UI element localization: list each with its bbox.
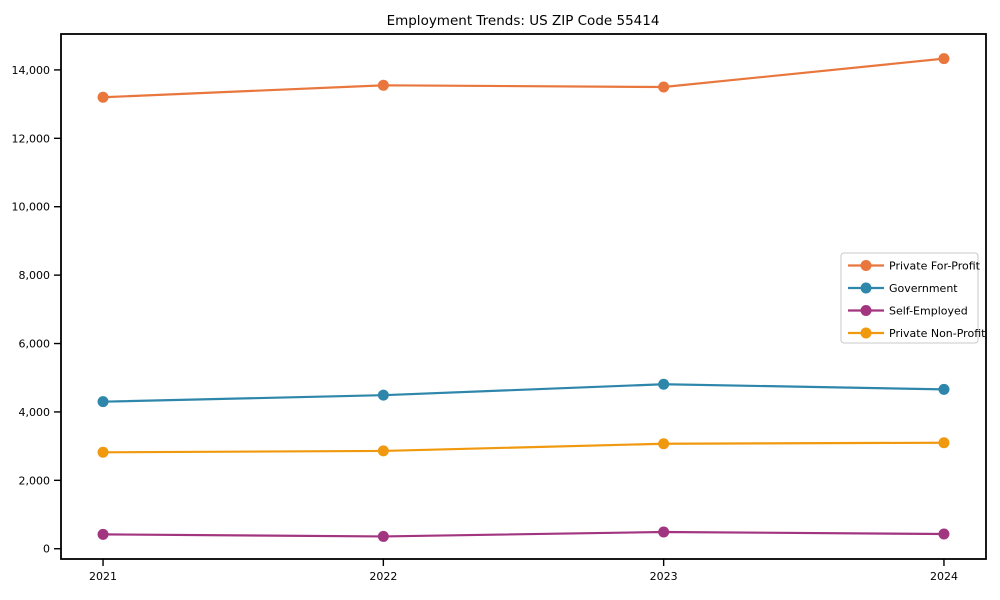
legend-swatch-marker (860, 327, 872, 339)
x-axis-tick-label: 2021 (89, 570, 117, 583)
data-point-marker (658, 378, 670, 390)
data-point-marker (658, 526, 670, 538)
series-line-private-for-profit (101, 57, 946, 99)
series-line-private-non-profit (101, 441, 946, 454)
chart-title: Employment Trends: US ZIP Code 55414 (387, 13, 660, 29)
legend-swatch-marker (860, 260, 872, 271)
data-point-marker (97, 528, 109, 540)
data-point-marker (97, 91, 109, 103)
x-axis-tick-label: 2023 (650, 570, 678, 583)
y-axis-tick-label: 10,000 (12, 201, 51, 214)
legend-swatch-marker (860, 305, 872, 316)
data-point-marker (658, 438, 670, 450)
legend-label: Self-Employed (889, 305, 968, 318)
y-axis-tick-label: 8,000 (19, 269, 51, 282)
legend-label: Government (889, 282, 958, 295)
y-axis-tick-label: 4,000 (19, 406, 51, 419)
series-line-self-employed (101, 530, 946, 538)
y-axis-tick-label: 2,000 (19, 474, 51, 487)
data-point-marker (938, 437, 950, 449)
plot-border (60, 33, 987, 560)
legend-swatch-marker (860, 282, 872, 294)
legend-label: Private For-Profit (889, 260, 981, 273)
data-point-marker (377, 79, 389, 91)
data-point-marker (658, 81, 670, 93)
y-axis-tick-label: 6,000 (19, 338, 51, 351)
data-point-marker (938, 528, 950, 540)
legend-label: Private Non-Profit (889, 327, 986, 340)
x-axis-tick-label: 2022 (369, 570, 397, 583)
data-point-marker (377, 530, 389, 542)
y-axis-tick-label: 0 (43, 543, 50, 556)
data-point-marker (938, 53, 950, 65)
x-axis-tick-label: 2024 (930, 570, 958, 583)
data-point-marker (377, 389, 389, 401)
y-axis-tick-label: 14,000 (12, 64, 51, 77)
y-axis-tick-label: 12,000 (12, 132, 51, 145)
series-line-government (101, 383, 946, 403)
data-point-marker (938, 383, 950, 395)
data-point-marker (97, 396, 109, 408)
legend-box (840, 252, 979, 344)
data-point-marker (377, 445, 389, 457)
data-point-marker (97, 446, 109, 458)
